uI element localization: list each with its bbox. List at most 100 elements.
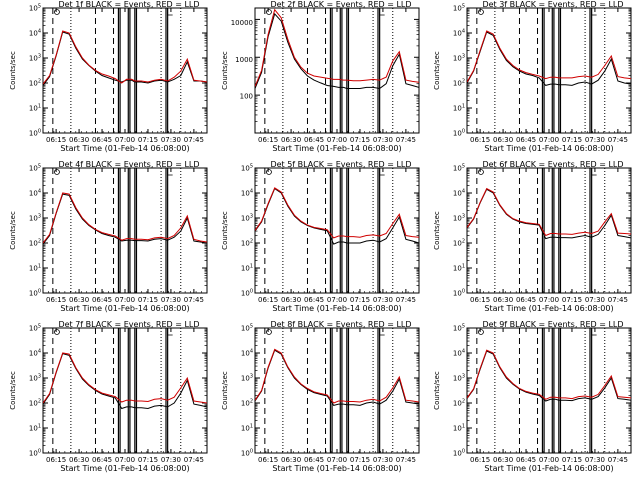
panel-1: Det 1f BLACK = Events, RED = LLD10010110… [9,0,208,153]
x-axis-label: Start Time (01-Feb-14 06:08:00) [60,304,189,313]
x-tick-label: 06:30 [493,296,513,304]
x-tick-label: 06:30 [493,136,513,144]
marker-glyph [379,329,385,336]
y-tick-label: 101 [453,264,465,273]
y-tick-label: 104 [241,189,253,198]
marker-glyph [379,9,385,16]
series-lld-line [43,352,207,404]
series-lld-line [255,8,419,87]
x-tick-label: 06:45 [304,456,324,464]
y-tick-label: 100 [453,289,465,298]
series-events-line [255,349,419,406]
x-tick-label: 07:00 [327,456,347,464]
x-tick-label: 07:30 [373,296,393,304]
x-tick-label: 07:30 [585,296,605,304]
x-axis: 06:15 06:30 06:45 07:00 07:15 07:30 07:45 [42,328,204,464]
x-tick-label: 07:00 [115,456,135,464]
y-tick-label: 100 [241,449,253,458]
y-axis-label: Counts/sec [9,211,17,250]
y-tick-label: 1000 [235,56,253,64]
x-tick-label: 07:15 [562,136,582,144]
y-tick-label: 104 [29,29,41,38]
marker-glyph [54,329,60,335]
y-axis-label: Counts/sec [433,51,441,90]
x-tick-label: 07:30 [161,136,181,144]
x-tick-label: 07:00 [327,136,347,144]
panel-8: Det 8f BLACK = Events, RED = LLD10010110… [221,320,420,473]
series-events-line [255,12,419,90]
x-tick-label: 07:45 [396,296,416,304]
y-tick-label: 101 [453,424,465,433]
y-tick-label: 103 [453,374,465,383]
y-tick-label: 101 [453,104,465,113]
x-tick-label: 06:45 [516,456,536,464]
y-tick-label: 103 [453,214,465,223]
series-lld-line [255,348,419,404]
x-tick-label: 07:00 [539,136,559,144]
plot-frame [254,7,420,134]
panel-5: Det 5f BLACK = Events, RED = LLD10010110… [221,160,420,313]
series-lld-line [467,349,631,400]
x-tick-label: 07:15 [562,296,582,304]
panel-7: Det 7f BLACK = Events, RED = LLD10010110… [9,320,208,473]
y-tick-label: 103 [241,374,253,383]
y-axis-label: Counts/sec [221,211,229,250]
x-tick-label: 06:30 [281,136,301,144]
x-tick-label: 06:30 [281,456,301,464]
series-events-line [467,31,631,86]
panel-2: Det 2f BLACK = Events, RED = LLD10010001… [221,0,420,153]
x-tick-label: 06:15 [470,296,490,304]
panel-title: Det 9f BLACK = Events, RED = LLD [482,320,623,329]
series-lld-line [43,30,207,85]
marker-glyph [54,169,60,175]
y-tick-label: 102 [29,399,41,408]
x-tick-label: 07:15 [350,296,370,304]
x-tick-label: 06:45 [304,136,324,144]
x-axis-label: Start Time (01-Feb-14 06:08:00) [272,304,401,313]
marker-glyph [478,329,484,335]
marker-glyph [266,169,272,175]
x-tick-label: 07:00 [539,456,559,464]
y-tick-label: 100 [240,93,253,101]
y-tick-label: 105 [453,4,465,13]
y-tick-label: 102 [29,239,41,248]
marker-glyph [478,9,484,15]
x-axis-label: Start Time (01-Feb-14 06:08:00) [272,464,401,473]
x-tick-label: 07:30 [161,296,181,304]
y-tick-label: 103 [29,374,41,383]
x-tick-label: 06:45 [92,456,112,464]
x-axis: 06:15 06:30 06:45 07:00 07:15 07:30 07:45 [42,168,204,304]
x-tick-label: 06:30 [69,296,89,304]
x-tick-label: 06:15 [258,136,278,144]
x-tick-label: 06:15 [258,296,278,304]
series-events-line [467,350,631,402]
x-tick-label: 07:00 [539,296,559,304]
x-axis-label: Start Time (01-Feb-14 06:08:00) [272,144,401,153]
x-tick-label: 07:15 [562,456,582,464]
y-tick-label: 103 [29,54,41,63]
x-axis: 06:15 06:30 06:45 07:00 07:15 07:30 07:45 [254,8,416,144]
y-tick-label: 102 [241,239,253,248]
series-events-line [43,352,207,410]
series-events-line [255,187,419,245]
x-tick-label: 06:45 [304,296,324,304]
y-tick-label: 10000 [231,19,253,27]
marker-glyph [167,169,173,176]
y-axis: 100 101 102 103 104 105 [453,4,631,138]
x-tick-label: 07:30 [373,456,393,464]
x-tick-label: 07:30 [585,136,605,144]
y-tick-label: 104 [453,349,465,358]
panel-3: Det 3f BLACK = Events, RED = LLD10010110… [433,0,632,153]
panel-9: Det 9f BLACK = Events, RED = LLD 100 101 10… [433,320,632,473]
x-tick-label: 07:30 [373,136,393,144]
x-tick-label: 06:15 [46,456,66,464]
series-events-line [467,188,631,240]
x-tick-label: 07:45 [396,136,416,144]
x-tick-label: 06:30 [69,456,89,464]
panel-title: Det 8f BLACK = Events, RED = LLD [270,320,411,329]
x-axis-label: Start Time (01-Feb-14 06:08:00) [60,464,189,473]
x-tick-label: 07:00 [327,296,347,304]
x-tick-label: 06:45 [516,136,536,144]
panel-title: Det 1f BLACK = Events, RED = LLD [58,0,199,9]
x-axis-label: Start Time (01-Feb-14 06:08:00) [60,144,189,153]
